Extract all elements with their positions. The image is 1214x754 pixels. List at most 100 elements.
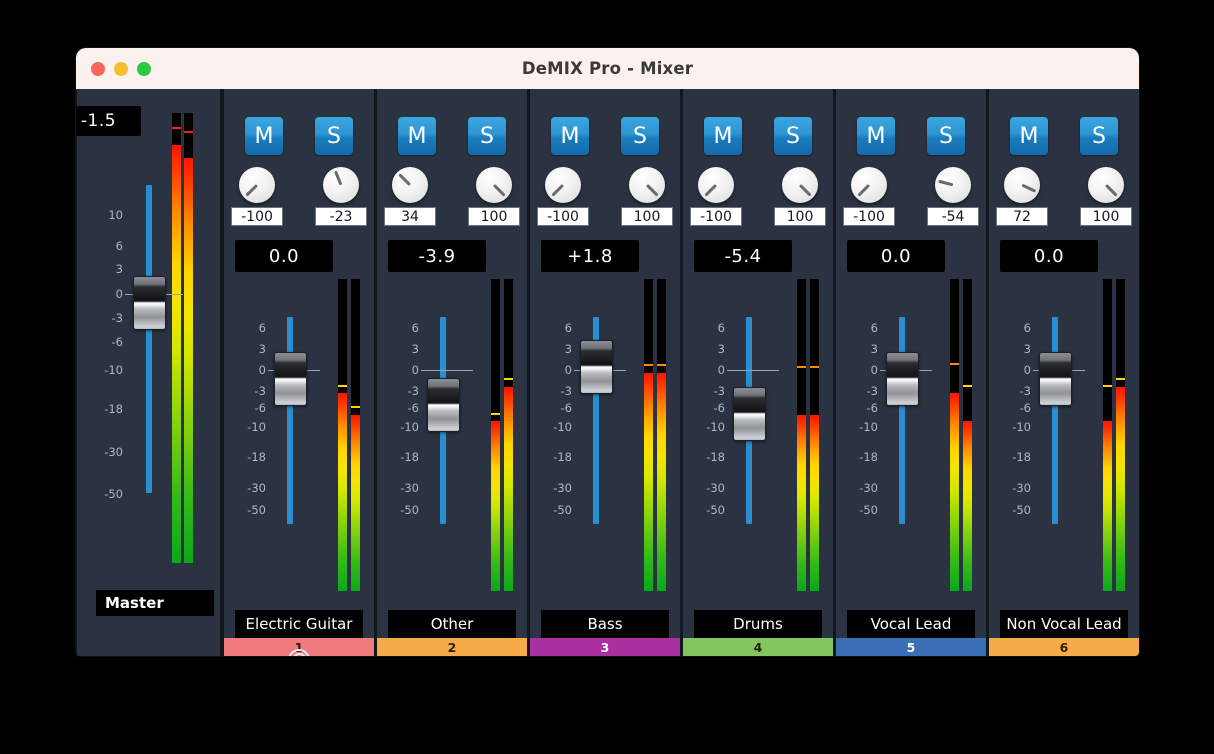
channel-gain-readout[interactable]: -3.9 bbox=[388, 240, 486, 272]
channel-fader-handle[interactable] bbox=[427, 377, 460, 432]
knob-pointer-icon bbox=[645, 183, 659, 197]
knob-pointer-icon bbox=[245, 183, 259, 197]
channel-fader-zone: 6 3 0 -3 -6 -10 -18 -30 -50 Other bbox=[377, 272, 527, 638]
channel-number-badge[interactable]: 6 bbox=[989, 638, 1139, 656]
scale-tick-label: -6 bbox=[560, 400, 572, 415]
pan-knob-value[interactable]: -100 bbox=[843, 207, 895, 226]
pan-knob[interactable] bbox=[545, 167, 581, 203]
channel-strip: M S -100 100 +1.8 6 3 0 -3 -6 -10 -18 -30 -50 Bass 3 bbox=[530, 89, 680, 656]
scale-tick-label: 0 bbox=[411, 363, 419, 377]
channel-fader-handle[interactable] bbox=[1039, 352, 1072, 406]
channel-meter-fill-left bbox=[950, 392, 959, 591]
width-knob-value[interactable]: 100 bbox=[774, 207, 826, 226]
solo-button[interactable]: S bbox=[1080, 117, 1118, 155]
pan-knob[interactable] bbox=[698, 167, 734, 203]
width-knob-value[interactable]: 100 bbox=[621, 207, 673, 226]
width-knob[interactable] bbox=[782, 167, 818, 203]
channel-fader-handle[interactable] bbox=[733, 386, 766, 441]
width-knob[interactable] bbox=[323, 167, 359, 203]
mixer-window: DeMIX Pro - Mixer -1.5 10 6 3 0 -3- bbox=[76, 48, 1139, 656]
mute-button[interactable]: M bbox=[857, 117, 895, 155]
channel-name-label[interactable]: Other bbox=[388, 610, 516, 638]
knob-pointer-icon bbox=[551, 183, 565, 197]
channel-number-badge[interactable]: 1 bbox=[224, 638, 374, 656]
channel-meter-bar-right bbox=[504, 279, 513, 591]
master-fader-track[interactable] bbox=[146, 184, 152, 494]
pan-knob-value[interactable]: -100 bbox=[231, 207, 283, 226]
master-gain-readout[interactable]: -1.5 bbox=[76, 106, 141, 136]
width-knob-value[interactable]: 100 bbox=[468, 207, 520, 226]
channel-number-badge[interactable]: 2 bbox=[377, 638, 527, 656]
channel-fader-handle[interactable] bbox=[580, 339, 613, 394]
pan-knob[interactable] bbox=[392, 167, 428, 203]
channel-name-label[interactable]: Vocal Lead bbox=[847, 610, 975, 638]
pan-knob-value[interactable]: -100 bbox=[690, 207, 742, 226]
pan-knob-value[interactable]: 72 bbox=[996, 207, 1048, 226]
channel-gain-readout[interactable]: 0.0 bbox=[847, 240, 945, 272]
close-button[interactable] bbox=[91, 61, 105, 76]
solo-button[interactable]: S bbox=[315, 117, 353, 155]
scale-tick-label: -50 bbox=[706, 502, 725, 517]
traffic-lights bbox=[91, 61, 151, 76]
scale-tick-label: 0 bbox=[258, 363, 266, 377]
zoom-button[interactable] bbox=[137, 61, 151, 76]
channel-name-label[interactable]: Bass bbox=[541, 610, 669, 638]
scale-tick-label: -3 bbox=[1019, 383, 1031, 398]
mute-button[interactable]: M bbox=[551, 117, 589, 155]
scale-tick-label: 3 bbox=[564, 342, 572, 357]
channel-gain-readout[interactable]: +1.8 bbox=[541, 240, 639, 272]
knob-row: 72 100 bbox=[996, 167, 1132, 226]
width-knob[interactable] bbox=[1088, 167, 1124, 203]
channel-number-badge[interactable]: 4 bbox=[683, 638, 833, 656]
master-fader-handle[interactable] bbox=[133, 276, 166, 331]
channel-name-label[interactable]: Drums bbox=[694, 610, 822, 638]
mute-button[interactable]: M bbox=[245, 117, 283, 155]
channel-number-badge[interactable]: 3 bbox=[530, 638, 680, 656]
solo-button[interactable]: S bbox=[621, 117, 659, 155]
channel-fader-track[interactable] bbox=[899, 316, 905, 525]
solo-button[interactable]: S bbox=[927, 117, 965, 155]
channel-name-label[interactable]: Non Vocal Lead bbox=[1000, 610, 1128, 638]
channel-fader-track[interactable] bbox=[287, 316, 293, 525]
mute-button[interactable]: M bbox=[704, 117, 742, 155]
scale-tick-label: 6 bbox=[1023, 321, 1031, 336]
pan-knob[interactable] bbox=[1004, 167, 1040, 203]
pan-knob[interactable] bbox=[851, 167, 887, 203]
channel-meter-fill-right bbox=[1116, 386, 1125, 591]
solo-button[interactable]: S bbox=[774, 117, 812, 155]
scale-tick-label: -3 bbox=[111, 311, 123, 326]
knob-pointer-icon bbox=[333, 170, 343, 186]
channel-fader-track[interactable] bbox=[593, 316, 599, 525]
width-knob-value[interactable]: 100 bbox=[1080, 207, 1132, 226]
pan-knob[interactable] bbox=[239, 167, 275, 203]
channel-meter-bar-left bbox=[797, 279, 806, 591]
mute-button[interactable]: M bbox=[398, 117, 436, 155]
channel-name-label[interactable]: Electric Guitar bbox=[235, 610, 363, 656]
scale-tick-label: -30 bbox=[553, 481, 572, 496]
knob-pointer-icon bbox=[857, 183, 871, 197]
minimize-button[interactable] bbox=[114, 61, 128, 76]
width-knob[interactable] bbox=[629, 167, 665, 203]
channel-number-badge[interactable]: 5 bbox=[836, 638, 986, 656]
width-knob-value[interactable]: -23 bbox=[315, 207, 367, 226]
channel-fader-handle[interactable] bbox=[886, 352, 919, 406]
scale-tick-label: 6 bbox=[258, 321, 266, 336]
width-knob[interactable] bbox=[935, 167, 971, 203]
scale-tick-label: -30 bbox=[706, 481, 725, 496]
pan-knob-value[interactable]: -100 bbox=[537, 207, 589, 226]
channel-gain-readout[interactable]: -5.4 bbox=[694, 240, 792, 272]
channel-gain-readout[interactable]: 0.0 bbox=[1000, 240, 1098, 272]
solo-button[interactable]: S bbox=[468, 117, 506, 155]
pan-knob-value[interactable]: 34 bbox=[384, 207, 436, 226]
channel-fader-handle[interactable] bbox=[274, 352, 307, 406]
width-knob[interactable] bbox=[476, 167, 512, 203]
master-name-label: Master bbox=[96, 590, 214, 616]
width-knob-value[interactable]: -54 bbox=[927, 207, 979, 226]
channel-fader-zone: 6 3 0 -3 -6 -10 -18 -30 -50 Bass bbox=[530, 272, 680, 638]
channel-fader-track[interactable] bbox=[1052, 316, 1058, 525]
channel-gain-readout[interactable]: 0.0 bbox=[235, 240, 333, 272]
channel-strip-inner: M S -100 -54 0.0 6 3 0 -3 -6 -10 -18 -30 -50 Vocal Lea… bbox=[836, 89, 986, 638]
mute-button[interactable]: M bbox=[1010, 117, 1048, 155]
channel-fader-scale: 6 3 0 -3 -6 -10 -18 -30 -50 bbox=[691, 272, 725, 602]
